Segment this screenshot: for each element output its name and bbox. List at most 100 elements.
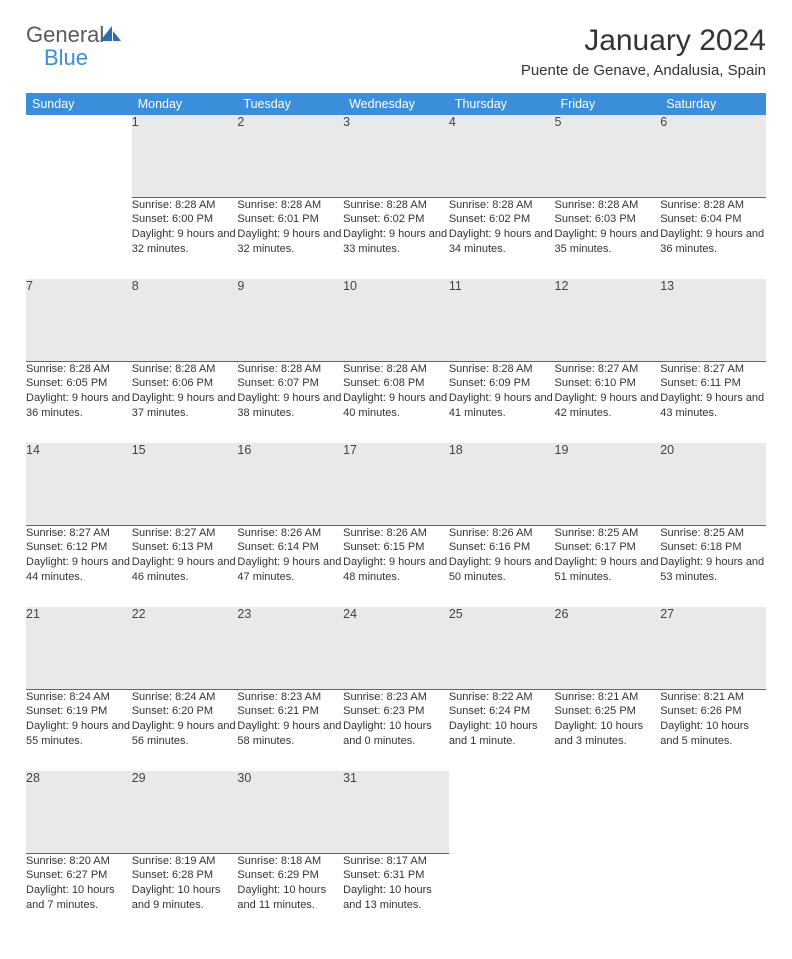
sunset-line: Sunset: 6:06 PM xyxy=(132,376,238,391)
day-number-cell: 10 xyxy=(343,279,449,361)
day-detail-cell xyxy=(449,853,555,935)
detail-row: Sunrise: 8:20 AMSunset: 6:27 PMDaylight:… xyxy=(26,853,766,935)
sunrise-line: Sunrise: 8:27 AM xyxy=(26,526,132,541)
day-detail-cell: Sunrise: 8:27 AMSunset: 6:13 PMDaylight:… xyxy=(132,525,238,607)
day-number-cell: 28 xyxy=(26,771,132,853)
weekday-header: Monday xyxy=(132,93,238,115)
sunset-line: Sunset: 6:11 PM xyxy=(660,376,766,391)
day-detail-cell: Sunrise: 8:28 AMSunset: 6:07 PMDaylight:… xyxy=(237,361,343,443)
day-number-cell: 26 xyxy=(555,607,661,689)
weekday-header: Wednesday xyxy=(343,93,449,115)
sunrise-line: Sunrise: 8:26 AM xyxy=(237,526,343,541)
sunset-line: Sunset: 6:23 PM xyxy=(343,704,449,719)
day-detail-cell: Sunrise: 8:27 AMSunset: 6:10 PMDaylight:… xyxy=(555,361,661,443)
daylight-line: Daylight: 10 hours and 0 minutes. xyxy=(343,719,449,749)
daylight-line: Daylight: 9 hours and 42 minutes. xyxy=(555,391,661,421)
sunrise-line: Sunrise: 8:21 AM xyxy=(555,690,661,705)
sunset-line: Sunset: 6:16 PM xyxy=(449,540,555,555)
day-number-cell: 25 xyxy=(449,607,555,689)
brand-word1: General xyxy=(26,22,104,47)
daylight-line: Daylight: 9 hours and 43 minutes. xyxy=(660,391,766,421)
daylight-line: Daylight: 9 hours and 51 minutes. xyxy=(555,555,661,585)
day-detail-cell xyxy=(26,197,132,279)
weekday-header: Sunday xyxy=(26,93,132,115)
sunrise-line: Sunrise: 8:25 AM xyxy=(555,526,661,541)
day-detail-cell: Sunrise: 8:17 AMSunset: 6:31 PMDaylight:… xyxy=(343,853,449,935)
daylight-line: Daylight: 9 hours and 50 minutes. xyxy=(449,555,555,585)
sunrise-line: Sunrise: 8:28 AM xyxy=(555,198,661,213)
sunrise-line: Sunrise: 8:24 AM xyxy=(132,690,238,705)
day-number-cell: 23 xyxy=(237,607,343,689)
daylight-line: Daylight: 9 hours and 46 minutes. xyxy=(132,555,238,585)
day-detail-cell: Sunrise: 8:28 AMSunset: 6:02 PMDaylight:… xyxy=(449,197,555,279)
sunset-line: Sunset: 6:09 PM xyxy=(449,376,555,391)
day-number-cell: 16 xyxy=(237,443,343,525)
daylight-line: Daylight: 9 hours and 35 minutes. xyxy=(555,227,661,257)
daynum-row: 28293031 xyxy=(26,771,766,853)
sunrise-line: Sunrise: 8:27 AM xyxy=(660,362,766,377)
day-number-cell: 14 xyxy=(26,443,132,525)
day-number-cell: 1 xyxy=(132,115,238,197)
day-detail-cell: Sunrise: 8:25 AMSunset: 6:18 PMDaylight:… xyxy=(660,525,766,607)
daylight-line: Daylight: 9 hours and 36 minutes. xyxy=(26,391,132,421)
daylight-line: Daylight: 10 hours and 1 minute. xyxy=(449,719,555,749)
sunrise-line: Sunrise: 8:21 AM xyxy=(660,690,766,705)
sunrise-line: Sunrise: 8:28 AM xyxy=(26,362,132,377)
day-number-cell: 22 xyxy=(132,607,238,689)
day-number-cell: 27 xyxy=(660,607,766,689)
day-number-cell: 30 xyxy=(237,771,343,853)
day-detail-cell: Sunrise: 8:24 AMSunset: 6:19 PMDaylight:… xyxy=(26,689,132,771)
sunset-line: Sunset: 6:02 PM xyxy=(449,212,555,227)
daylight-line: Daylight: 9 hours and 56 minutes. xyxy=(132,719,238,749)
day-detail-cell: Sunrise: 8:21 AMSunset: 6:26 PMDaylight:… xyxy=(660,689,766,771)
daylight-line: Daylight: 10 hours and 9 minutes. xyxy=(132,883,238,913)
daylight-line: Daylight: 9 hours and 40 minutes. xyxy=(343,391,449,421)
sunrise-line: Sunrise: 8:28 AM xyxy=(343,198,449,213)
sunset-line: Sunset: 6:08 PM xyxy=(343,376,449,391)
sunrise-line: Sunrise: 8:19 AM xyxy=(132,854,238,869)
day-number-cell: 15 xyxy=(132,443,238,525)
day-number-cell: 12 xyxy=(555,279,661,361)
day-number-cell: 20 xyxy=(660,443,766,525)
day-number-cell xyxy=(555,771,661,853)
sunrise-line: Sunrise: 8:27 AM xyxy=(555,362,661,377)
day-detail-cell: Sunrise: 8:19 AMSunset: 6:28 PMDaylight:… xyxy=(132,853,238,935)
detail-row: Sunrise: 8:28 AMSunset: 6:00 PMDaylight:… xyxy=(26,197,766,279)
day-number-cell: 4 xyxy=(449,115,555,197)
sunset-line: Sunset: 6:05 PM xyxy=(26,376,132,391)
day-number-cell: 8 xyxy=(132,279,238,361)
sunset-line: Sunset: 6:13 PM xyxy=(132,540,238,555)
sunrise-line: Sunrise: 8:27 AM xyxy=(132,526,238,541)
day-detail-cell: Sunrise: 8:25 AMSunset: 6:17 PMDaylight:… xyxy=(555,525,661,607)
weekday-header-row: Sunday Monday Tuesday Wednesday Thursday… xyxy=(26,93,766,115)
daynum-row: 21222324252627 xyxy=(26,607,766,689)
sunset-line: Sunset: 6:07 PM xyxy=(237,376,343,391)
day-detail-cell: Sunrise: 8:22 AMSunset: 6:24 PMDaylight:… xyxy=(449,689,555,771)
sunset-line: Sunset: 6:15 PM xyxy=(343,540,449,555)
sunset-line: Sunset: 6:14 PM xyxy=(237,540,343,555)
brand-sail-icon xyxy=(100,24,122,47)
day-number-cell: 24 xyxy=(343,607,449,689)
weekday-header: Friday xyxy=(555,93,661,115)
daylight-line: Daylight: 10 hours and 13 minutes. xyxy=(343,883,449,913)
day-detail-cell: Sunrise: 8:28 AMSunset: 6:05 PMDaylight:… xyxy=(26,361,132,443)
daylight-line: Daylight: 9 hours and 44 minutes. xyxy=(26,555,132,585)
sunset-line: Sunset: 6:25 PM xyxy=(555,704,661,719)
sunset-line: Sunset: 6:28 PM xyxy=(132,868,238,883)
day-detail-cell: Sunrise: 8:28 AMSunset: 6:04 PMDaylight:… xyxy=(660,197,766,279)
sunrise-line: Sunrise: 8:25 AM xyxy=(660,526,766,541)
daylight-line: Daylight: 10 hours and 3 minutes. xyxy=(555,719,661,749)
sunset-line: Sunset: 6:26 PM xyxy=(660,704,766,719)
sunrise-line: Sunrise: 8:28 AM xyxy=(343,362,449,377)
daylight-line: Daylight: 9 hours and 48 minutes. xyxy=(343,555,449,585)
weekday-header: Thursday xyxy=(449,93,555,115)
weekday-header: Saturday xyxy=(660,93,766,115)
sunset-line: Sunset: 6:19 PM xyxy=(26,704,132,719)
day-detail-cell: Sunrise: 8:27 AMSunset: 6:11 PMDaylight:… xyxy=(660,361,766,443)
day-detail-cell: Sunrise: 8:28 AMSunset: 6:03 PMDaylight:… xyxy=(555,197,661,279)
sunrise-line: Sunrise: 8:28 AM xyxy=(237,362,343,377)
day-number-cell: 18 xyxy=(449,443,555,525)
day-detail-cell: Sunrise: 8:28 AMSunset: 6:06 PMDaylight:… xyxy=(132,361,238,443)
daylight-line: Daylight: 10 hours and 5 minutes. xyxy=(660,719,766,749)
daylight-line: Daylight: 9 hours and 37 minutes. xyxy=(132,391,238,421)
